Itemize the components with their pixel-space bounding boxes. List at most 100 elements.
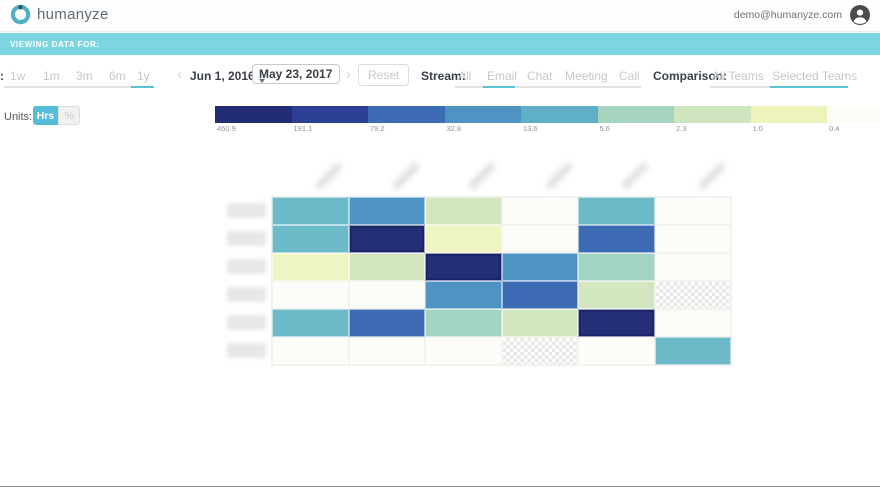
heatmap-cell[interactable] [654,197,731,225]
heatmap-cell[interactable] [654,337,731,365]
dropdown-caret-icon [259,79,265,83]
heatmap-cell[interactable] [272,337,349,365]
blurred-row-label [227,203,266,218]
heatmap-cell[interactable] [272,309,349,337]
heatmap-cell[interactable] [425,197,502,225]
legend-segment [597,106,674,123]
legend-tick-label: 13.6 [523,124,538,133]
heatmap-cell[interactable] [425,281,502,309]
stream-option-email[interactable]: Email [487,69,518,83]
units-percent-button[interactable]: % [58,106,80,125]
range-label-fragment: : [0,69,4,83]
range-selected-underline [131,86,154,88]
heatmap [0,160,880,380]
legend-tick-label: 0.4 [829,124,840,133]
next-date-icon[interactable]: › [346,66,351,83]
comparison-option-all-teams[interactable]: All Teams [712,69,764,83]
range-option-1m[interactable]: 1m [43,69,60,83]
units-hrs-button[interactable]: Hrs [33,106,58,125]
heatmap-cell[interactable] [425,253,502,281]
heatmap-cell[interactable] [425,309,502,337]
legend-labels: 460.9 191.1 79.2 32.8 13.6 5.6 2.3 1.0 0.4 [215,124,880,134]
blurred-row-label [227,259,266,274]
legend-segment [521,106,598,123]
filter-toolbar: : 1w 1m 3m 6m 1y ‹ Jun 1, 2016 - May 23,… [0,55,880,100]
heatmap-cell[interactable] [348,309,425,337]
stream-option-call[interactable]: Call [619,69,640,83]
legend-tick-label: 2.3 [676,124,687,133]
comparison-label: Comparison: [653,69,728,83]
heatmap-cell[interactable] [578,253,655,281]
legend-tick-label: 1.0 [752,124,763,133]
brand-logo-icon [10,4,31,25]
units-legend-row: Units: Hrs % 460.9 191.1 79.2 32.8 13.6 5.6 2.… [0,100,880,145]
heatmap-cell[interactable] [501,253,578,281]
heatmap-cell[interactable] [348,337,425,365]
heatmap-cell[interactable] [654,225,731,253]
date-start-label: Jun 1, 2016 - [190,69,263,83]
legend-segment [215,106,292,123]
blurred-row-label [227,343,266,358]
reset-button[interactable]: Reset [358,64,410,86]
heatmap-cell[interactable] [578,281,655,309]
blurred-column-label [620,161,650,191]
date-end-value: May 23, 2017 [259,67,333,81]
blurred-column-label [696,161,727,191]
legend-tick-label: 460.9 [217,124,236,133]
heatmap-cell[interactable] [272,197,349,225]
legend-tick-label: 5.6 [599,124,610,133]
blurred-column-label [543,161,574,191]
legend-tick-label: 191.1 [293,124,313,133]
heatmap-cell[interactable] [578,309,655,337]
brand[interactable]: humanyze [10,4,109,25]
stream-option-meeting[interactable]: Meeting [565,69,608,83]
prev-date-icon[interactable]: ‹ [177,66,182,83]
viewing-data-label: VIEWING DATA FOR: [10,40,100,49]
stream-underline [455,86,641,88]
heatmap-cell[interactable] [348,197,425,225]
stream-label: Stream: [421,69,466,83]
heatmap-cell[interactable] [425,337,502,365]
range-option-1y[interactable]: 1y [137,69,150,83]
heatmap-cell[interactable] [654,281,731,309]
heatmap-cell[interactable] [578,197,655,225]
heatmap-cell[interactable] [578,225,655,253]
viewing-data-banner: VIEWING DATA FOR: [0,33,880,55]
stream-option-all[interactable]: All [458,69,472,83]
range-option-6m[interactable]: 6m [109,69,126,83]
range-option-3m[interactable]: 3m [76,69,93,83]
user-avatar-icon[interactable] [850,5,870,25]
heatmap-cell[interactable] [501,309,578,337]
heatmap-cell[interactable] [272,253,349,281]
heatmap-cell[interactable] [654,253,731,281]
comparison-selected-underline [770,86,848,88]
heatmap-cell[interactable] [501,225,578,253]
bottom-divider [0,486,880,487]
blurred-row-label [227,287,266,302]
legend-segment [750,106,827,123]
blurred-column-label [314,161,344,191]
user-email: demo@humanyze.com [733,9,842,21]
heatmap-cell[interactable] [501,281,578,309]
top-header: humanyze demo@humanyze.com [0,0,880,32]
heatmap-cell[interactable] [272,281,349,309]
date-end-select[interactable]: May 23, 2017 [252,64,340,84]
heatmap-cell[interactable] [501,337,578,365]
range-option-1w[interactable]: 1w [10,69,26,83]
heatmap-cell[interactable] [272,225,349,253]
heatmap-cell[interactable] [578,337,655,365]
blurred-column-label [390,161,421,191]
range-underline [4,86,154,88]
heatmap-cell[interactable] [501,197,578,225]
heatmap-cell[interactable] [348,281,425,309]
heatmap-cell[interactable] [425,225,502,253]
heatmap-cell[interactable] [348,253,425,281]
legend-segment [827,106,880,123]
stream-option-chat[interactable]: Chat [527,69,553,83]
legend-segment [674,106,751,123]
comparison-option-selected-teams[interactable]: Selected Teams [772,69,858,83]
heatmap-cell[interactable] [654,309,731,337]
stream-selected-underline [483,86,515,88]
heatmap-cell[interactable] [348,225,425,253]
legend-segment [444,106,521,123]
